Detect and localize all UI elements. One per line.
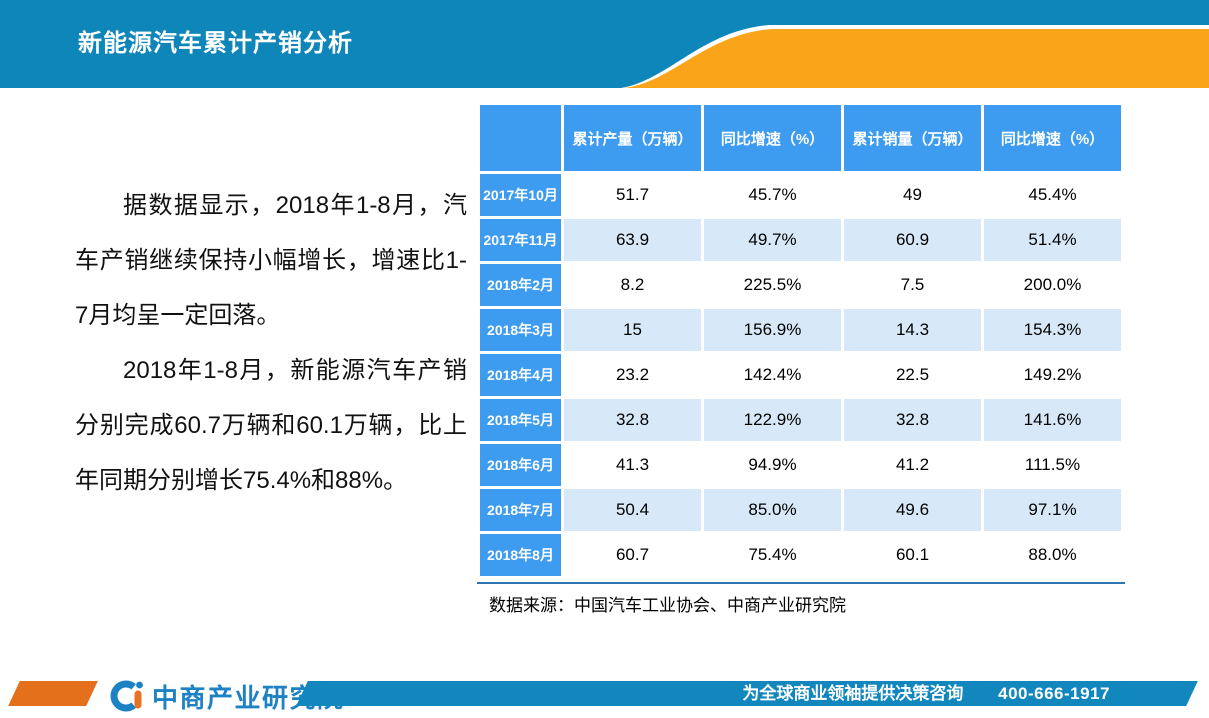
data-cell: 111.5%: [984, 444, 1121, 486]
data-cell: 51.7: [564, 174, 701, 216]
data-cell: 200.0%: [984, 264, 1121, 306]
row-label: 2017年11月: [480, 219, 561, 261]
data-cell: 63.9: [564, 219, 701, 261]
table-row: 2018年5月 32.8 122.9% 32.8 141.6%: [480, 399, 1121, 441]
intro-text-block: 据数据显示，2018年1-8月，汽车产销继续保持小幅增长，增速比1-7月均呈一定…: [75, 178, 467, 508]
column-header: 累计产量（万辆）: [564, 105, 701, 171]
data-cell: 15: [564, 309, 701, 351]
header-bar: 新能源汽车累计产销分析: [0, 0, 1209, 88]
table-row: 2018年4月 23.2 142.4% 22.5 149.2%: [480, 354, 1121, 396]
data-cell: 141.6%: [984, 399, 1121, 441]
data-cell: 45.4%: [984, 174, 1121, 216]
row-label: 2018年6月: [480, 444, 561, 486]
column-header: 同比增速（%）: [704, 105, 841, 171]
column-header: 同比增速（%）: [984, 105, 1121, 171]
data-source-note: 数据来源：中国汽车工业协会、中商产业研究院: [489, 596, 846, 615]
data-cell: 60.7: [564, 534, 701, 576]
data-cell: 41.2: [844, 444, 981, 486]
row-label: 2018年2月: [480, 264, 561, 306]
table-row: 2018年6月 41.3 94.9% 41.2 111.5%: [480, 444, 1121, 486]
header-wave-shape: [621, 25, 1209, 88]
row-label: 2018年8月: [480, 534, 561, 576]
row-label: 2018年7月: [480, 489, 561, 531]
data-cell: 154.3%: [984, 309, 1121, 351]
column-header: 累计销量（万辆）: [844, 105, 981, 171]
data-cell: 60.1: [844, 534, 981, 576]
table-row: 2018年7月 50.4 85.0% 49.6 97.1%: [480, 489, 1121, 531]
data-cell: 32.8: [564, 399, 701, 441]
data-cell: 50.4: [564, 489, 701, 531]
table-divider-line: [477, 582, 1125, 584]
table-header: 累计产量（万辆） 同比增速（%） 累计销量（万辆） 同比增速（%）: [480, 105, 1121, 171]
table-row: 2017年10月 51.7 45.7% 49 45.4%: [480, 174, 1121, 216]
production-sales-table: 累计产量（万辆） 同比增速（%） 累计销量（万辆） 同比增速（%） 2017年10月 5…: [477, 102, 1124, 579]
data-cell: 32.8: [844, 399, 981, 441]
table-row: 2018年3月 15 156.9% 14.3 154.3%: [480, 309, 1121, 351]
data-cell: 122.9%: [704, 399, 841, 441]
data-cell: 225.5%: [704, 264, 841, 306]
intro-paragraph-2: 2018年1-8月，新能源汽车产销分别完成60.7万辆和60.1万辆，比上年同期…: [75, 357, 467, 494]
footer-tagline: 为全球商业领袖提供决策咨询 400-666-1917: [742, 681, 1110, 706]
footer-orange-accent: [8, 681, 98, 706]
data-cell: 75.4%: [704, 534, 841, 576]
row-label: 2018年4月: [480, 354, 561, 396]
page-title: 新能源汽车累计产销分析: [78, 30, 353, 57]
data-cell: 41.3: [564, 444, 701, 486]
intro-paragraph-1: 据数据显示，2018年1-8月，汽车产销继续保持小幅增长，增速比1-7月均呈一定…: [75, 192, 467, 329]
table-row: 2018年2月 8.2 225.5% 7.5 200.0%: [480, 264, 1121, 306]
data-cell: 94.9%: [704, 444, 841, 486]
data-cell: 156.9%: [704, 309, 841, 351]
data-cell: 7.5: [844, 264, 981, 306]
data-cell: 14.3: [844, 309, 981, 351]
table-row: 2017年11月 63.9 49.7% 60.9 51.4%: [480, 219, 1121, 261]
data-cell: 49.6: [844, 489, 981, 531]
row-label: 2018年3月: [480, 309, 561, 351]
data-cell: 8.2: [564, 264, 701, 306]
data-cell: 23.2: [564, 354, 701, 396]
data-cell: 97.1%: [984, 489, 1121, 531]
data-cell: 51.4%: [984, 219, 1121, 261]
footer-phone-number: 400-666-1917: [998, 684, 1110, 703]
table-corner-cell: [480, 105, 561, 171]
data-cell: 45.7%: [704, 174, 841, 216]
logo-pie-icon: [110, 680, 143, 712]
row-label: 2018年5月: [480, 399, 561, 441]
data-cell: 88.0%: [984, 534, 1121, 576]
data-cell: 49: [844, 174, 981, 216]
data-cell: 149.2%: [984, 354, 1121, 396]
data-cell: 49.7%: [704, 219, 841, 261]
footer-slogan: 为全球商业领袖提供决策咨询: [742, 684, 964, 703]
table-row: 2018年8月 60.7 75.4% 60.1 88.0%: [480, 534, 1121, 576]
data-cell: 22.5: [844, 354, 981, 396]
row-label: 2017年10月: [480, 174, 561, 216]
data-cell: 60.9: [844, 219, 981, 261]
data-cell: 142.4%: [704, 354, 841, 396]
data-cell: 85.0%: [704, 489, 841, 531]
table-body: 2017年10月 51.7 45.7% 49 45.4% 2017年11月 63.9 49.7…: [480, 174, 1121, 576]
